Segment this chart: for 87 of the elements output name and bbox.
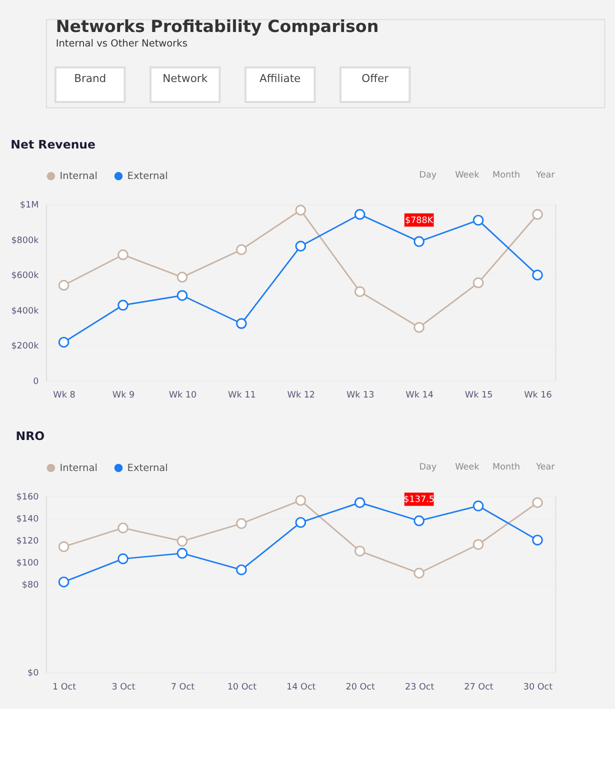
x-tick-label: 7 Oct — [170, 682, 196, 692]
text: Day — [419, 170, 437, 181]
point — [176, 290, 188, 301]
y-tick-label: $600k — [11, 271, 40, 282]
text: Day — [419, 462, 437, 473]
point — [354, 209, 366, 220]
y-tick-label: $140 — [16, 514, 40, 524]
y-tick-label: $200k — [11, 342, 40, 352]
point — [414, 236, 424, 247]
x-tick-label: Wk 8 — [53, 390, 76, 401]
point — [472, 214, 484, 226]
point — [236, 564, 247, 576]
point — [472, 539, 484, 550]
x-tick-label: Wk 9 — [112, 390, 135, 401]
point — [58, 336, 70, 348]
y-tick-label: $100 — [16, 558, 40, 569]
text: Brand — [74, 72, 106, 85]
point — [354, 497, 366, 508]
point — [532, 209, 543, 220]
legend-label: Internal — [60, 171, 98, 182]
point — [295, 240, 306, 252]
x-tick-label: 30 Oct — [523, 682, 554, 692]
y-tick-label: 0 — [33, 376, 40, 387]
x-tick-label: Wk 16 — [524, 390, 552, 401]
y-tick-label: $120 — [16, 536, 40, 547]
chart-title: Net Revenue — [10, 137, 96, 152]
x-tick-label: Wk 15 — [464, 390, 493, 401]
point — [118, 300, 128, 311]
legend-label: External — [127, 171, 168, 182]
point — [118, 249, 128, 260]
point — [236, 244, 247, 256]
x-tick-label: Wk 13 — [346, 390, 374, 401]
point — [472, 500, 484, 512]
text: Week — [455, 462, 480, 473]
point — [118, 553, 128, 564]
annotation: $788K — [404, 216, 434, 226]
y-tick-label: $160 — [16, 492, 40, 502]
x-tick-label: Wk 11 — [228, 390, 256, 401]
point — [295, 204, 306, 216]
x-tick-label: 3 Oct — [112, 682, 136, 692]
y-tick-label: $1M — [20, 200, 39, 211]
point — [354, 546, 366, 556]
x-tick-label: 23 Oct — [404, 682, 435, 692]
point — [532, 270, 543, 280]
point — [58, 280, 70, 291]
point — [414, 568, 424, 578]
x-tick-label: 1 Oct — [52, 682, 77, 692]
legend-label: Internal — [60, 462, 98, 474]
text: Year — [535, 170, 556, 181]
text: Month — [492, 170, 520, 181]
text: Affiliate — [259, 72, 302, 85]
x-tick-label: 14 Oct — [286, 682, 316, 692]
point — [414, 322, 424, 333]
x-tick-label: Wk 12 — [287, 390, 316, 401]
y-tick-label: $400k — [11, 306, 40, 316]
text: Month — [492, 462, 520, 473]
text: Internal vs Other Networks — [56, 38, 188, 50]
y-tick-label: $80 — [22, 580, 40, 591]
text: Offer — [362, 72, 390, 85]
point — [58, 541, 70, 552]
point — [295, 517, 306, 528]
point — [354, 286, 366, 297]
point — [176, 536, 188, 547]
point — [118, 522, 128, 534]
point — [176, 272, 188, 283]
point — [295, 495, 306, 506]
point — [58, 576, 70, 588]
x-tick-label: 27 Oct — [464, 682, 494, 692]
y-tick-label: $0 — [27, 668, 40, 679]
text: Networks Profitability Comparison — [56, 16, 379, 36]
point — [532, 497, 543, 508]
legend-label: External — [127, 462, 168, 474]
point — [414, 515, 424, 526]
point — [236, 518, 247, 529]
y-tick-label: $800k — [11, 236, 40, 246]
x-tick-label: 10 Oct — [227, 682, 258, 692]
point — [532, 534, 543, 546]
text: Network — [162, 72, 208, 85]
chart-title: NRO — [16, 429, 45, 444]
text: Week — [455, 170, 480, 181]
x-tick-label: 20 Oct — [346, 682, 376, 692]
x-tick-label: Wk 10 — [168, 390, 197, 401]
point — [176, 548, 188, 559]
x-tick-label: Wk 14 — [406, 390, 434, 401]
text: Year — [535, 462, 556, 473]
point — [236, 318, 247, 329]
point — [472, 277, 484, 288]
